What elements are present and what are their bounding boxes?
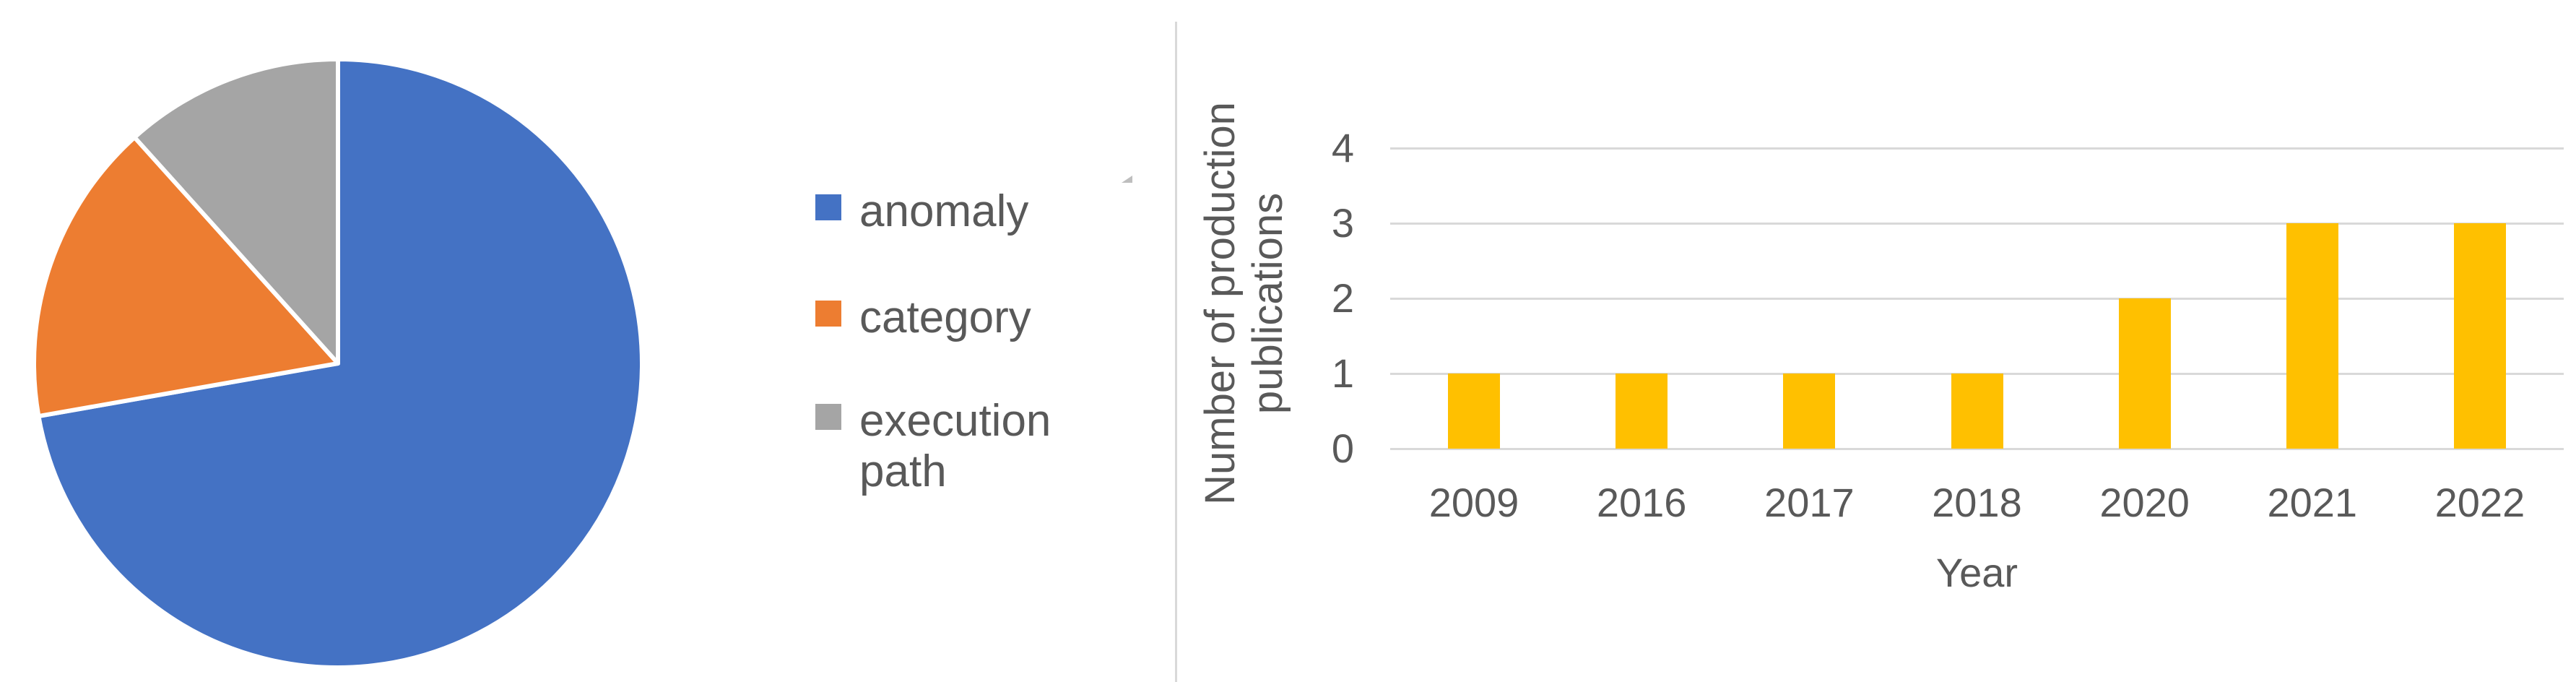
x-tick-label-2021: 2021 xyxy=(2267,480,2358,525)
bar-2020 xyxy=(2118,298,2171,449)
gridline-y-3 xyxy=(1390,222,2564,225)
y-tick-label-1: 1 xyxy=(1331,350,1354,396)
x-tick-label-2022: 2022 xyxy=(2434,480,2525,525)
bar-chart-plot-area xyxy=(1390,147,2564,450)
bar-2018 xyxy=(1951,374,2003,449)
gridline-y-4 xyxy=(1390,147,2564,150)
bar-chart-x-axis-title: Year xyxy=(1935,550,2018,595)
y-tick-label-4: 4 xyxy=(1331,125,1354,170)
x-tick-label-2017: 2017 xyxy=(1764,480,1855,525)
gridline-y-0 xyxy=(1390,447,2564,450)
y-axis-title-line-1: Number of production xyxy=(1197,102,1244,505)
y-tick-label-0: 0 xyxy=(1331,426,1354,471)
y-tick-label-2: 2 xyxy=(1331,275,1354,321)
x-tick-label-2009: 2009 xyxy=(1428,480,1519,525)
bar-2017 xyxy=(1783,374,1836,449)
legend-label-execution-path: execution path xyxy=(859,396,1051,496)
bar-2009 xyxy=(1448,374,1501,449)
legend-swatch-anomaly xyxy=(815,194,841,220)
bar-2022 xyxy=(2453,223,2506,449)
gridline-y-2 xyxy=(1390,297,2564,300)
legend-item-category: category xyxy=(815,293,1090,343)
legend-item-anomaly: anomaly xyxy=(815,186,1090,237)
stray-artifact-mark xyxy=(1122,176,1132,183)
legend-swatch-execution-path xyxy=(815,404,841,430)
legend-item-execution-path: execution path xyxy=(815,396,1090,497)
y-tick-label-3: 3 xyxy=(1331,200,1354,246)
pie-slice-anomaly xyxy=(36,57,644,670)
pie-chart xyxy=(32,57,644,670)
panel-divider xyxy=(1175,22,1177,682)
x-tick-label-2016: 2016 xyxy=(1596,480,1687,525)
bar-2016 xyxy=(1616,374,1668,449)
x-tick-label-2018: 2018 xyxy=(1932,480,2022,525)
x-tick-label-2020: 2020 xyxy=(2099,480,2190,525)
legend-label-anomaly: anomaly xyxy=(859,186,1029,236)
legend-swatch-category xyxy=(815,301,841,327)
pie-slice-execution-path xyxy=(132,57,340,366)
bar-2021 xyxy=(2286,223,2338,449)
legend-label-category: category xyxy=(859,293,1031,342)
pie-slice-category xyxy=(32,135,340,419)
